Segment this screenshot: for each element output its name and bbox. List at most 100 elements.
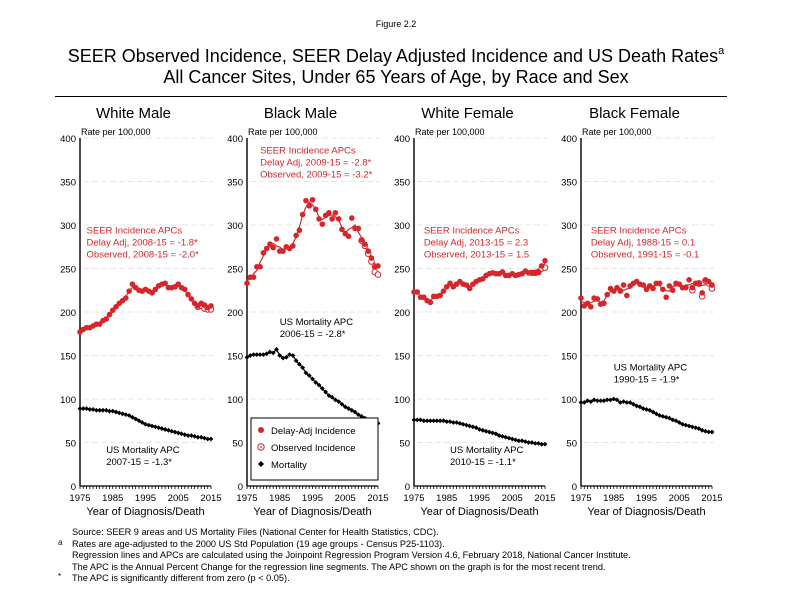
mortality-point [77, 406, 83, 411]
mortality-point [136, 418, 142, 424]
x-tick-label: 2015 [367, 493, 388, 504]
x-tick-label: 1985 [603, 493, 624, 504]
mortality-point [195, 434, 201, 440]
mortality-point [103, 407, 109, 413]
mortality-point [90, 407, 96, 412]
x-tick-label: 1975 [69, 493, 90, 504]
mortality-point [460, 421, 466, 427]
mortality-point [483, 428, 489, 434]
mortality-point [450, 420, 456, 425]
delay-adj-incidence-point [437, 292, 444, 299]
delay-adj-incidence-point [299, 211, 306, 218]
mortality-point [100, 407, 106, 413]
delay-adj-incidence-point [129, 281, 136, 287]
mortality-point [208, 436, 214, 442]
mortality-point [87, 407, 93, 412]
mortality-point [198, 434, 204, 440]
mortality-point [270, 350, 276, 356]
delay-adj-incidence-point [676, 281, 683, 287]
delay-adj-incidence-point [244, 280, 250, 287]
delay-adj-incidence-point [267, 241, 273, 247]
delay-adj-incidence-point [332, 210, 339, 216]
delay-adj-incidence-point [96, 321, 103, 327]
x-tick-label: 2005 [502, 493, 523, 504]
panel-title: White Male [96, 105, 171, 122]
mortality-point [594, 398, 600, 404]
y-tick-label: 400 [561, 134, 577, 145]
footnote-text: Regression lines and APCs are calculated… [72, 550, 631, 561]
mortality-point [339, 401, 345, 407]
x-tick-label: 1985 [269, 493, 290, 504]
mortality-point [667, 415, 672, 421]
mortality-point [663, 414, 669, 420]
y-tick-label: 350 [227, 178, 243, 189]
mortality-point [156, 425, 161, 431]
incidence-apc-annotation: SEER Incidence APCs [591, 226, 687, 237]
title-footnote-mark: a [718, 45, 725, 57]
mortality-point [293, 358, 299, 364]
delay-adj-incidence-point [329, 216, 335, 222]
mortality-point [84, 406, 89, 411]
delay-adj-incidence-point [414, 289, 421, 295]
y-tick-label: 0 [238, 482, 243, 493]
mortality-apc-annotation: 2007-15 = -1.3* [106, 457, 172, 468]
x-tick-label: 1975 [570, 493, 591, 504]
mortality-point [506, 435, 512, 441]
mortality-point [297, 361, 302, 367]
mortality-point [477, 427, 482, 432]
delay-adj-incidence-point [257, 263, 263, 270]
delay-adj-incidence-point [617, 288, 624, 294]
incidence-apc-annotation: Observed, 2013-15 = 1.5 [424, 250, 529, 261]
chart-panel-white-female: White Female Rate per 100,000 0 50 100 150 200… [394, 105, 555, 518]
delay-adj-incidence-point [538, 263, 545, 269]
y-tick-label: 100 [394, 395, 410, 406]
delay-adj-incidence-point [447, 280, 453, 287]
mortality-point [601, 398, 607, 404]
incidence-apc-annotation: Delay Adj, 2008-15 = -1.8* [87, 238, 198, 249]
footnote-line: Source: SEER 9 areas and US Mortality Fi… [58, 527, 631, 539]
incidence-apc-annotation: Delay Adj, 2013-15 = 2.3 [424, 238, 528, 249]
delay-adj-incidence-point [296, 227, 303, 234]
y-tick-label: 50 [232, 439, 243, 450]
delay-adj-incidence-point [326, 210, 332, 216]
delay-adj-incidence-point [601, 300, 607, 307]
mortality-point [188, 433, 194, 438]
delay-adj-incidence-point [624, 292, 630, 299]
chart-subtitle: All Cancer Sites, Under 65 Years of Age,… [163, 67, 629, 87]
mortality-point [424, 418, 430, 424]
mortality-point [441, 418, 446, 424]
legend-label: Delay-Adj Incidence [271, 426, 356, 437]
incidence-apc-annotation: Observed, 1991-15 = -0.1 [591, 250, 700, 261]
mortality-point [264, 351, 270, 357]
delay-adj-incidence-point [103, 316, 109, 322]
y-tick-label: 300 [561, 221, 577, 232]
mortality-point [686, 423, 692, 429]
y-tick-label: 0 [405, 482, 410, 493]
mortality-point [336, 399, 342, 405]
x-tick-label: 2005 [335, 493, 356, 504]
mortality-point [306, 373, 312, 378]
delay-adj-incidence-point [365, 248, 371, 254]
delay-adj-incidence-point [149, 290, 155, 296]
mortality-point [585, 398, 590, 404]
y-tick-label: 100 [60, 395, 76, 406]
mortality-point [640, 406, 646, 411]
y-tick-label: 250 [561, 265, 577, 276]
y-tick-label: 150 [561, 352, 577, 363]
y-axis-label: Rate per 100,000 [415, 127, 485, 137]
delay-adj-incidence-point [578, 295, 584, 301]
x-axis-label: Year of Diagnosis/Death [253, 506, 371, 518]
y-tick-label: 200 [561, 308, 577, 319]
mortality-point [539, 441, 545, 447]
incidence-apc-annotation: Observed, 2008-15 = -2.0* [87, 250, 200, 261]
delay-adj-incidence-point [699, 290, 705, 296]
delay-adj-incidence-point [663, 294, 669, 301]
footnote-line: Regression lines and APCs are calculated… [58, 550, 631, 562]
mortality-point [414, 417, 420, 423]
mortality-point [493, 431, 499, 437]
title-divider [55, 96, 727, 97]
delay-adj-incidence-point [358, 236, 365, 243]
delay-adj-incidence-point [535, 269, 542, 275]
mortality-point [627, 400, 633, 405]
delay-adj-incidence-point [126, 288, 132, 294]
